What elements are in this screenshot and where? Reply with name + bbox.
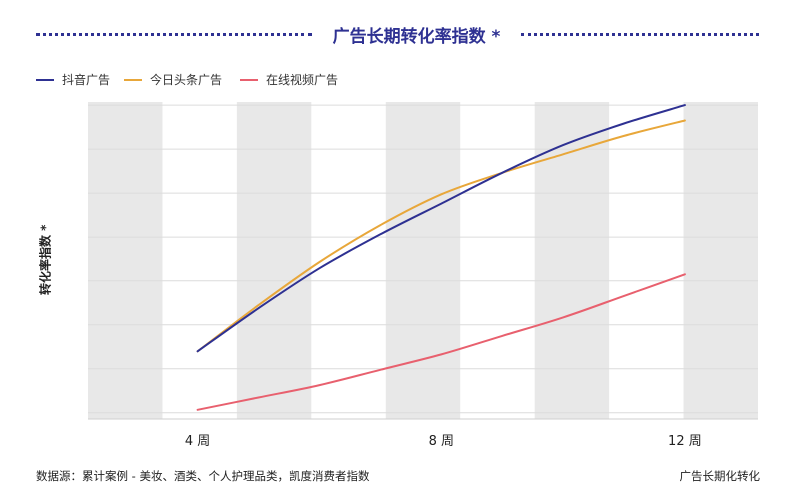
x-tick-label-12: 12 周 (668, 434, 702, 449)
title-row: 广告长期转化率指数 * (0, 0, 796, 70)
series-line-online-video (196, 273, 686, 411)
footer-brand: 广告长期化转化 (679, 469, 761, 483)
x-tick-label-8: 8 周 (429, 434, 454, 449)
legend-label-toutiao: 今日头条广告 (150, 73, 223, 87)
background-band-4 (534, 102, 610, 419)
data-source-note: 数据源：累计案例 - 美妆、酒类、个人护理品类，凯度消费者指数 (36, 469, 370, 483)
legend-swatch-toutiao (124, 79, 142, 81)
series-line-douyin (196, 104, 686, 353)
background-band-5 (683, 102, 758, 419)
legend-swatch-douyin (36, 79, 54, 81)
legend-label-douyin: 抖音广告 (62, 73, 111, 87)
legend-label-online-video: 在线视频广告 (266, 73, 339, 87)
chart-title: 广告长期转化率指数 * (332, 27, 501, 47)
series-line-toutiao (196, 119, 686, 353)
legend-swatch-online-video (240, 79, 258, 81)
background-band-2 (236, 102, 312, 419)
background-band-1 (88, 102, 163, 419)
x-tick-label-4: 4 周 (185, 434, 210, 449)
title-divider-right (521, 33, 759, 36)
title-divider-left (36, 33, 312, 36)
